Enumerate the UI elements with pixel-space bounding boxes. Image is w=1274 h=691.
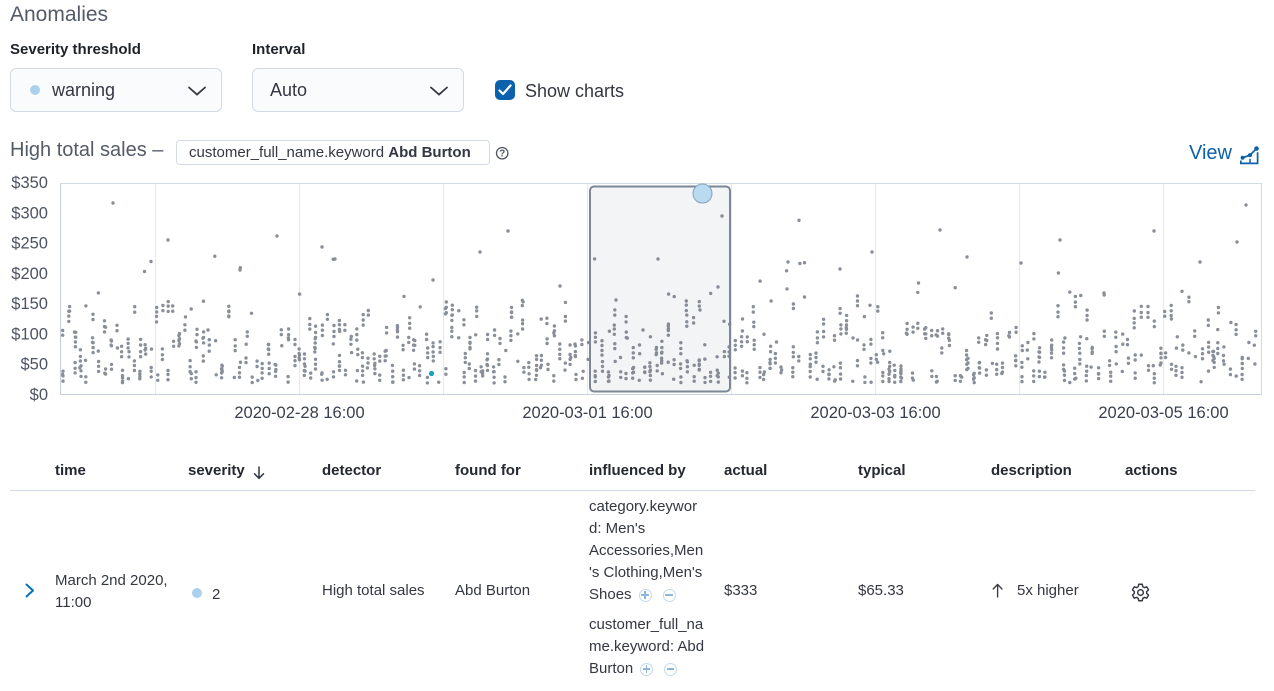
svg-text:$250: $250 [11, 235, 48, 253]
svg-text:$50: $50 [20, 356, 48, 374]
svg-text:$300: $300 [11, 204, 48, 222]
svg-text:2020-03-01 16:00: 2020-03-01 16:00 [522, 404, 652, 422]
svg-text:$350: $350 [11, 174, 48, 192]
svg-text:$100: $100 [11, 325, 48, 343]
svg-text:$200: $200 [11, 265, 48, 283]
svg-text:?: ? [499, 149, 505, 160]
svg-text:2020-02-28 16:00: 2020-02-28 16:00 [234, 404, 364, 422]
svg-text:$0: $0 [30, 386, 48, 404]
svg-text:2020-03-05 16:00: 2020-03-05 16:00 [1098, 404, 1228, 422]
svg-text:2020-03-03 16:00: 2020-03-03 16:00 [810, 404, 940, 422]
svg-text:$150: $150 [11, 295, 48, 313]
